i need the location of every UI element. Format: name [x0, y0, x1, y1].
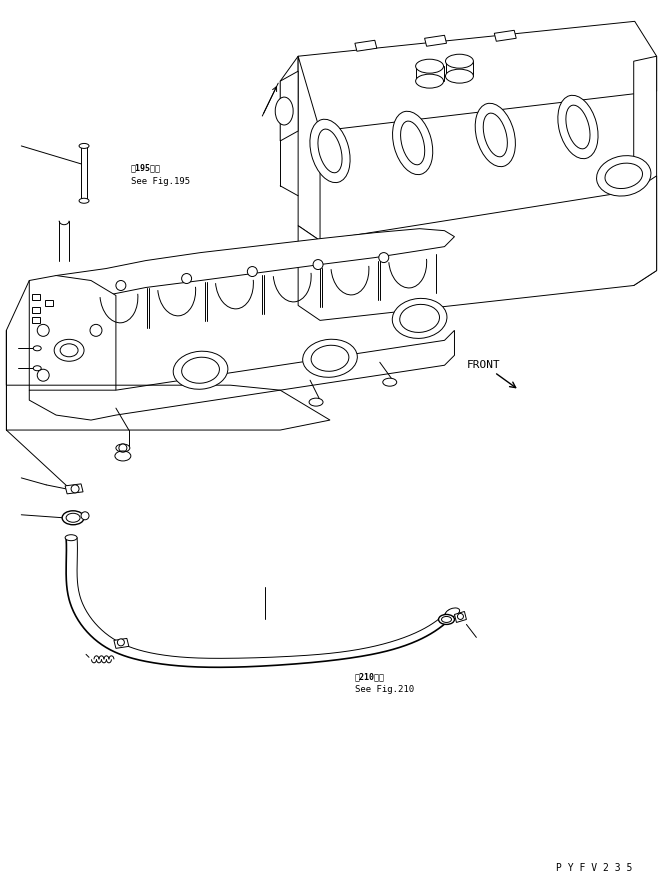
Polygon shape [634, 56, 656, 286]
Ellipse shape [416, 59, 444, 73]
Ellipse shape [445, 69, 473, 83]
Text: FRONT: FRONT [467, 361, 500, 370]
Ellipse shape [309, 398, 323, 406]
Circle shape [247, 266, 257, 276]
Polygon shape [494, 30, 516, 41]
Ellipse shape [79, 144, 89, 148]
Polygon shape [45, 300, 53, 306]
Circle shape [38, 324, 49, 337]
Circle shape [182, 274, 192, 283]
Circle shape [90, 324, 102, 337]
Ellipse shape [483, 113, 507, 157]
Polygon shape [65, 484, 83, 494]
Polygon shape [455, 612, 467, 622]
Ellipse shape [445, 608, 459, 617]
Ellipse shape [401, 121, 424, 165]
Ellipse shape [310, 119, 350, 183]
Ellipse shape [416, 75, 444, 88]
Ellipse shape [392, 298, 447, 338]
Ellipse shape [54, 339, 84, 361]
Ellipse shape [79, 198, 89, 203]
Ellipse shape [596, 155, 651, 196]
Polygon shape [280, 71, 298, 141]
Ellipse shape [62, 511, 84, 525]
Circle shape [313, 259, 323, 270]
Polygon shape [298, 56, 320, 241]
Ellipse shape [173, 352, 228, 389]
Polygon shape [32, 317, 40, 323]
Ellipse shape [60, 344, 78, 357]
Ellipse shape [566, 105, 590, 149]
Ellipse shape [116, 444, 130, 452]
Text: P Y F V 2 3 5: P Y F V 2 3 5 [556, 862, 632, 873]
Polygon shape [32, 295, 40, 300]
Ellipse shape [182, 357, 219, 384]
Polygon shape [31, 229, 455, 305]
Ellipse shape [318, 129, 342, 173]
Polygon shape [298, 176, 656, 321]
Ellipse shape [438, 614, 455, 624]
Polygon shape [32, 307, 40, 313]
Circle shape [457, 614, 463, 620]
Text: See Fig.210: See Fig.210 [355, 686, 414, 694]
Ellipse shape [302, 339, 357, 377]
Circle shape [119, 444, 127, 452]
Circle shape [116, 281, 126, 290]
Ellipse shape [400, 305, 440, 332]
Ellipse shape [311, 345, 349, 371]
Ellipse shape [442, 616, 451, 622]
Ellipse shape [33, 366, 42, 370]
Ellipse shape [66, 513, 80, 522]
Ellipse shape [383, 378, 397, 386]
Text: ␟210図様: ␟210図様 [355, 672, 385, 681]
Polygon shape [29, 330, 455, 420]
Polygon shape [355, 40, 377, 52]
Circle shape [379, 252, 389, 263]
Ellipse shape [393, 111, 433, 175]
Polygon shape [114, 638, 129, 648]
Text: See Fig.195: See Fig.195 [131, 177, 190, 186]
Ellipse shape [65, 535, 77, 541]
Ellipse shape [558, 95, 598, 159]
Ellipse shape [33, 345, 42, 351]
Circle shape [38, 369, 49, 381]
Polygon shape [298, 21, 656, 131]
Polygon shape [424, 36, 447, 46]
Ellipse shape [275, 97, 293, 125]
Circle shape [81, 511, 89, 519]
Ellipse shape [475, 103, 515, 167]
Circle shape [117, 638, 125, 646]
Ellipse shape [605, 163, 643, 188]
Circle shape [71, 485, 79, 493]
Polygon shape [29, 275, 116, 408]
Ellipse shape [445, 54, 473, 68]
Text: ␟195図様: ␟195図様 [131, 164, 161, 173]
